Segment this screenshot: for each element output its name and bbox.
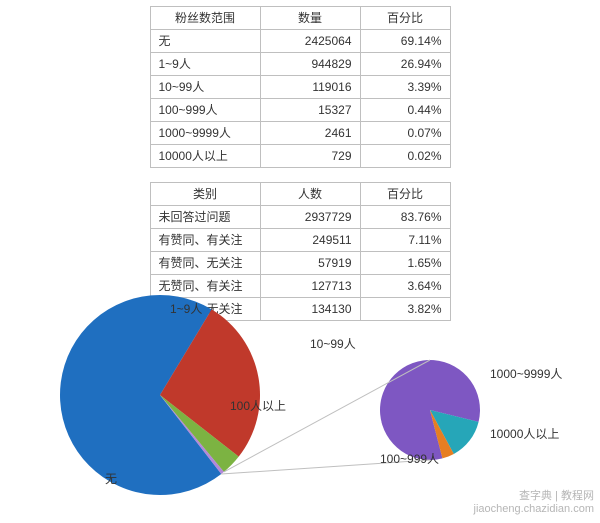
table-row: 未回答过问题293772983.76%	[150, 206, 450, 229]
watermark-line1: 查字典 | 教程网	[474, 490, 594, 503]
cell-pct: 69.14%	[360, 30, 450, 53]
table-row: 无242506469.14%	[150, 30, 450, 53]
pie-chart-area: 无 1~9人 10~99人 100人以上 100~999人 1000~9999人 10000…	[0, 280, 600, 520]
cell-count: 2461	[260, 122, 360, 145]
cell-label: 10~99人	[150, 76, 260, 99]
th: 粉丝数范围	[150, 7, 260, 30]
table-row: 1000~9999人24610.07%	[150, 122, 450, 145]
th: 百分比	[360, 7, 450, 30]
cell-pct: 83.76%	[360, 206, 450, 229]
table-followers: 粉丝数范围 数量 百分比 无242506469.14%1~9人94482926.…	[150, 6, 451, 168]
table-row: 100~999人153270.44%	[150, 99, 450, 122]
cell-label: 未回答过问题	[150, 206, 260, 229]
cell-label: 10000人以上	[150, 145, 260, 168]
cell-count: 57919	[260, 252, 360, 275]
cell-pct: 0.44%	[360, 99, 450, 122]
table-row: 有赞同、无关注579191.65%	[150, 252, 450, 275]
cell-label: 1~9人	[150, 53, 260, 76]
pie-label: 100人以上	[230, 397, 286, 414]
table-row: 10~99人1190163.39%	[150, 76, 450, 99]
th: 类别	[150, 183, 260, 206]
pie-label: 100~999人	[380, 450, 439, 467]
cell-count: 15327	[260, 99, 360, 122]
cell-count: 2937729	[260, 206, 360, 229]
cell-pct: 26.94%	[360, 53, 450, 76]
pie-label: 10000人以上	[490, 425, 559, 442]
cell-label: 有赞同、无关注	[150, 252, 260, 275]
watermark-line2: jiaocheng.chazidian.com	[474, 503, 594, 516]
table-row: 有赞同、有关注2495117.11%	[150, 229, 450, 252]
cell-pct: 0.02%	[360, 145, 450, 168]
pie-svg	[0, 280, 600, 520]
watermark: 查字典 | 教程网 jiaocheng.chazidian.com	[474, 490, 594, 516]
pie-label: 1000~9999人	[490, 365, 562, 382]
th: 百分比	[360, 183, 450, 206]
th: 人数	[260, 183, 360, 206]
pie-label: 10~99人	[310, 335, 356, 352]
th: 数量	[260, 7, 360, 30]
cell-label: 无	[150, 30, 260, 53]
table-row: 1~9人94482926.94%	[150, 53, 450, 76]
cell-label: 100~999人	[150, 99, 260, 122]
cell-count: 249511	[260, 229, 360, 252]
pie-label: 1~9人	[170, 300, 202, 317]
cell-label: 有赞同、有关注	[150, 229, 260, 252]
cell-pct: 7.11%	[360, 229, 450, 252]
cell-count: 729	[260, 145, 360, 168]
pie-label: 无	[105, 470, 117, 487]
cell-pct: 1.65%	[360, 252, 450, 275]
cell-count: 119016	[260, 76, 360, 99]
cell-pct: 3.39%	[360, 76, 450, 99]
cell-count: 944829	[260, 53, 360, 76]
cell-count: 2425064	[260, 30, 360, 53]
table-row: 10000人以上7290.02%	[150, 145, 450, 168]
cell-label: 1000~9999人	[150, 122, 260, 145]
cell-pct: 0.07%	[360, 122, 450, 145]
